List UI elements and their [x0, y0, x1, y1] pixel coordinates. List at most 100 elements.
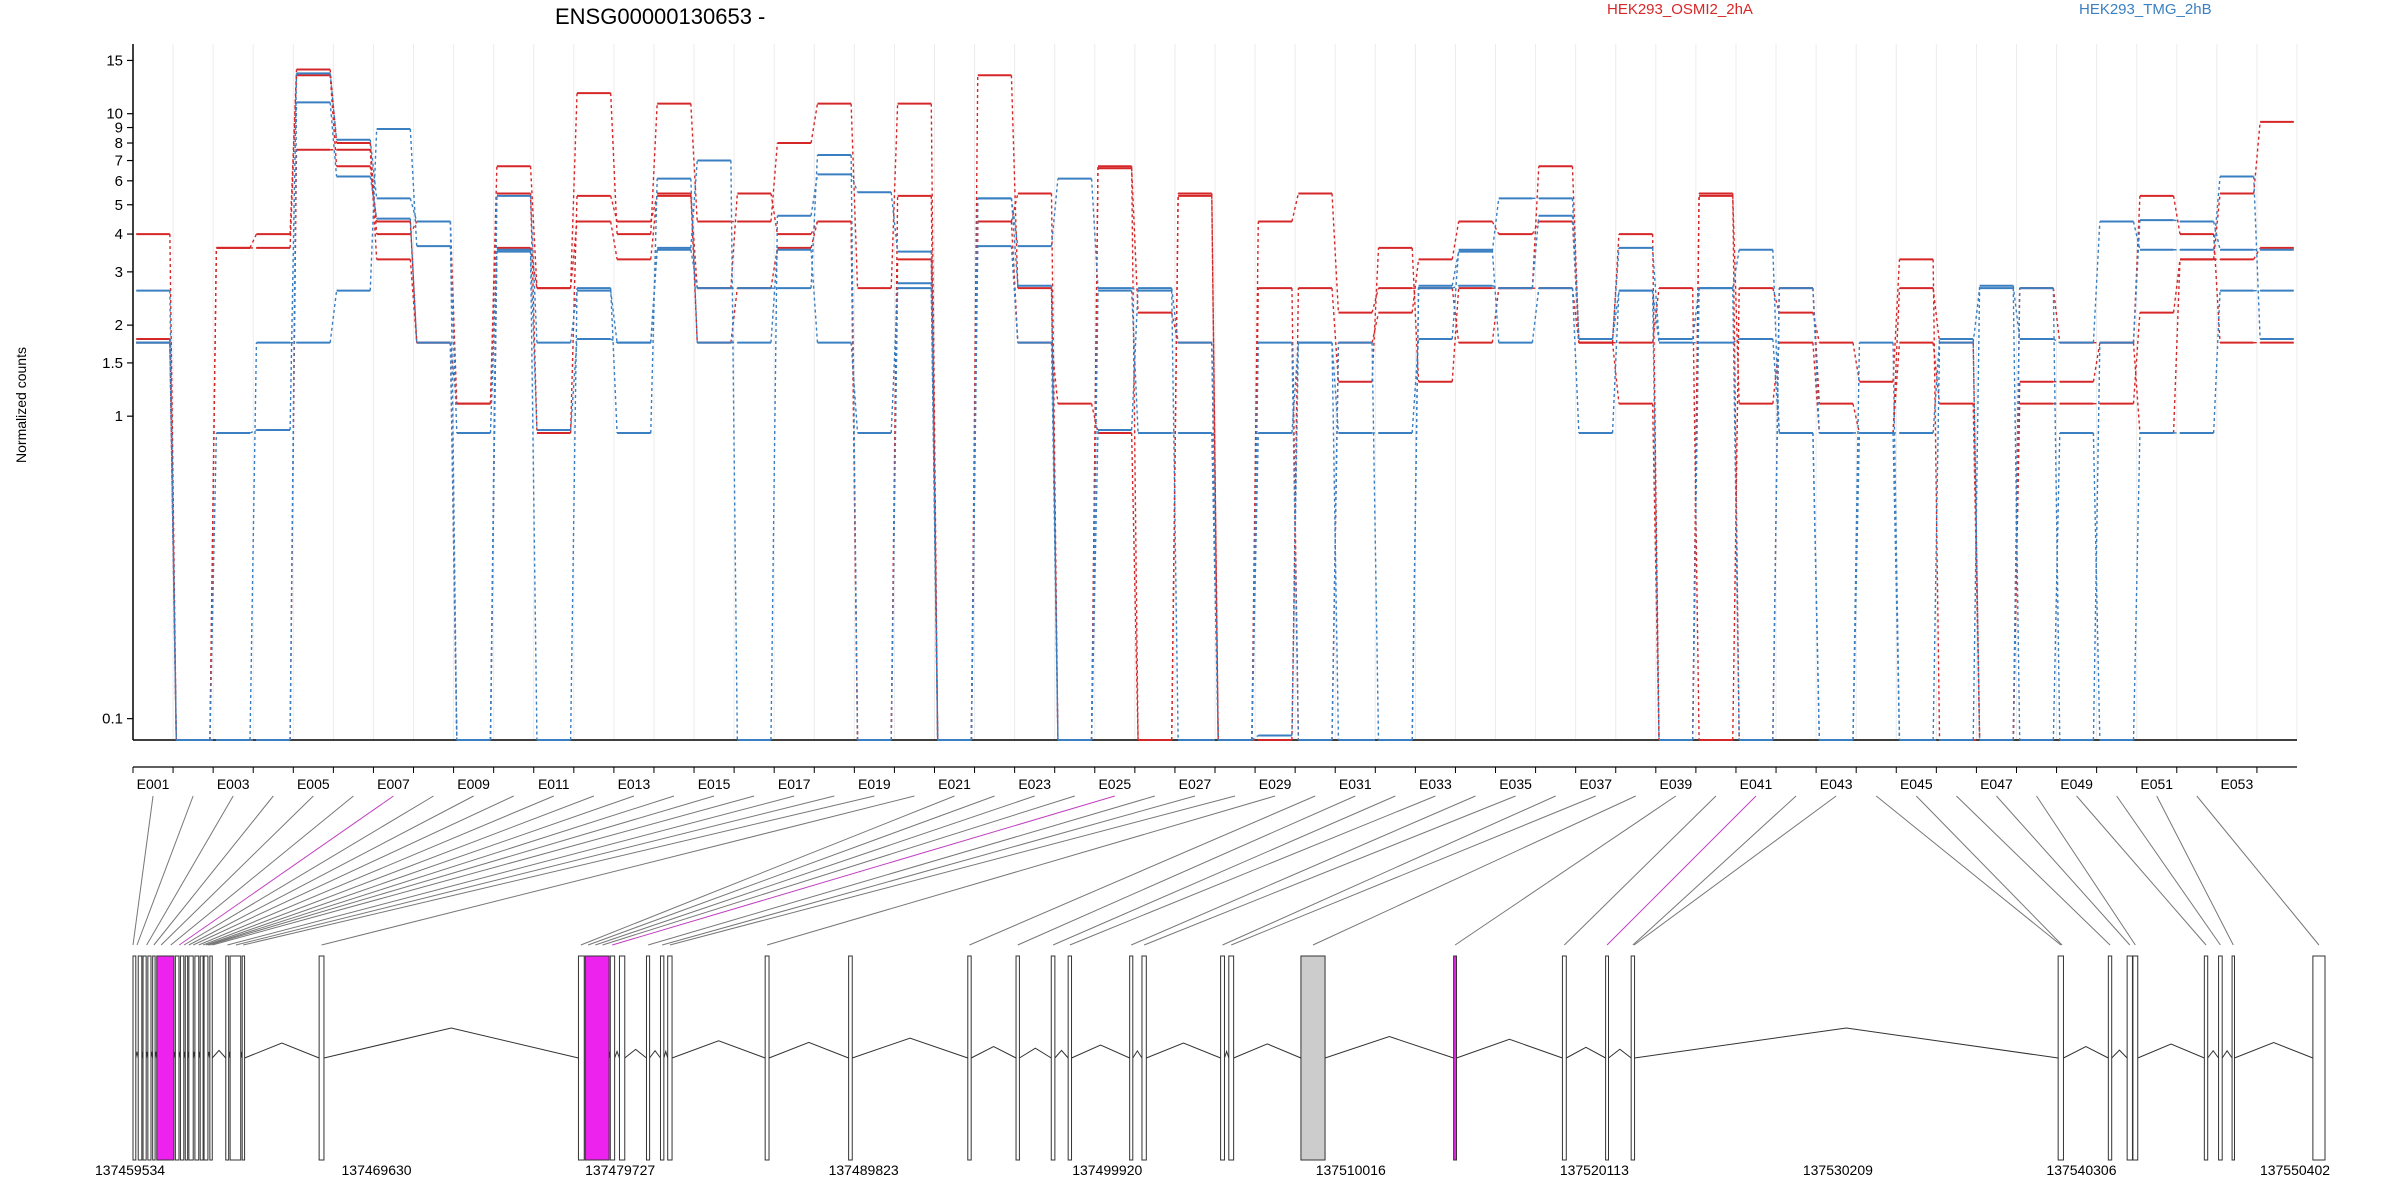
series-connector — [449, 246, 458, 433]
series-connector — [690, 103, 698, 222]
exon-connector — [1875, 795, 2062, 946]
series-connector — [1451, 288, 1460, 382]
exon-box — [241, 955, 246, 1161]
series-connector — [1531, 215, 1540, 289]
series-connector — [609, 288, 618, 434]
exon-label: E015 — [698, 776, 731, 792]
exon-label: E041 — [1740, 776, 1773, 792]
intron-line — [768, 1041, 849, 1059]
y-tick-label: 5 — [115, 197, 123, 214]
series-connector — [1090, 178, 1099, 289]
exon-box — [2312, 955, 2326, 1161]
exon-box — [2126, 955, 2133, 1161]
exon-connector — [153, 795, 274, 946]
exon-box — [667, 955, 673, 1161]
series-connector — [1691, 288, 1700, 340]
exon-connector — [2036, 795, 2136, 946]
y-tick-label: 10 — [106, 106, 123, 123]
exon-label: E021 — [938, 776, 971, 792]
exon-connector — [662, 795, 1196, 946]
series-connector — [690, 249, 698, 289]
series-connector — [1451, 249, 1460, 340]
exon-connector — [321, 795, 915, 946]
exon-connector — [178, 795, 394, 946]
y-tick-label: 1.5 — [102, 355, 123, 372]
exon-label: E023 — [1018, 776, 1051, 792]
series-connector — [1371, 247, 1380, 382]
series-connector — [2173, 219, 2181, 223]
coordinate-label: 137469630 — [342, 1162, 412, 1178]
y-axis-label: Normalized counts — [13, 347, 29, 463]
exon-connector — [969, 795, 1316, 946]
exon-box — [1129, 955, 1134, 1161]
exon-box — [645, 955, 651, 1161]
intron-line — [2234, 1042, 2314, 1059]
exon-box — [174, 955, 180, 1161]
series-connector — [1331, 193, 1340, 313]
exon-connector — [198, 795, 554, 946]
series-connector — [1932, 338, 1941, 434]
exon-connector — [136, 795, 194, 946]
exon-connector — [188, 795, 474, 946]
series-connector — [169, 342, 177, 741]
series-connector — [810, 155, 819, 289]
exon-label: E031 — [1339, 776, 1372, 792]
exon-box — [188, 955, 194, 1161]
series-connector — [930, 283, 939, 741]
exon-box — [618, 955, 626, 1161]
exon-connector — [587, 795, 995, 946]
series-connector — [289, 102, 298, 741]
exon-connector — [1564, 795, 1717, 946]
series-connector — [1491, 198, 1500, 252]
series-connector — [569, 221, 578, 289]
exon-box — [184, 955, 189, 1161]
exon-label: E017 — [778, 776, 811, 792]
series-connector — [1611, 290, 1620, 340]
series-connector — [369, 128, 378, 291]
exon-box — [1050, 955, 1056, 1161]
exon-box — [199, 955, 204, 1161]
exon-connector — [2196, 795, 2320, 946]
exon-connector — [1143, 795, 1516, 946]
series-connector — [770, 193, 779, 235]
gridlines — [132, 44, 2298, 740]
coordinate-label: 137510016 — [1316, 1162, 1386, 1178]
exon-box — [1605, 955, 1610, 1161]
exon-box — [848, 955, 853, 1161]
intron-line — [1233, 1043, 1302, 1059]
intron-line — [1456, 1038, 1563, 1059]
intron-line — [1054, 1049, 1069, 1059]
exon-box — [659, 955, 665, 1161]
series-connector — [1732, 195, 1740, 404]
exon-connector — [1017, 795, 1356, 946]
exon-label: E007 — [377, 776, 410, 792]
exon-box — [137, 955, 143, 1161]
exon-connector — [1996, 795, 2131, 946]
intron-line — [2207, 1049, 2219, 1059]
series-connector — [850, 103, 859, 289]
series-connector — [1050, 285, 1059, 741]
intron-line — [2221, 1049, 2233, 1059]
exon-box — [1141, 955, 1147, 1161]
exon-connector — [1606, 795, 1757, 946]
exon-box — [1561, 955, 1567, 1161]
exon-box — [132, 955, 137, 1161]
series-connector — [529, 193, 538, 433]
series-connector — [970, 198, 979, 741]
exon-label: E047 — [1980, 776, 2013, 792]
series-connector — [810, 174, 819, 216]
exon-label: E045 — [1900, 776, 1933, 792]
exon-box — [147, 955, 152, 1161]
intron-line — [1223, 1049, 1230, 1059]
series-connector — [1932, 342, 1941, 404]
series-connector — [249, 429, 257, 434]
series-connector — [209, 247, 218, 741]
series-connector — [2172, 195, 2181, 235]
exon-label: E019 — [858, 776, 891, 792]
exon-box — [967, 955, 972, 1161]
exon-label: E009 — [457, 776, 490, 792]
intron-line — [1324, 1036, 1454, 1059]
series-connector — [650, 195, 658, 222]
gene-model — [132, 955, 2326, 1161]
